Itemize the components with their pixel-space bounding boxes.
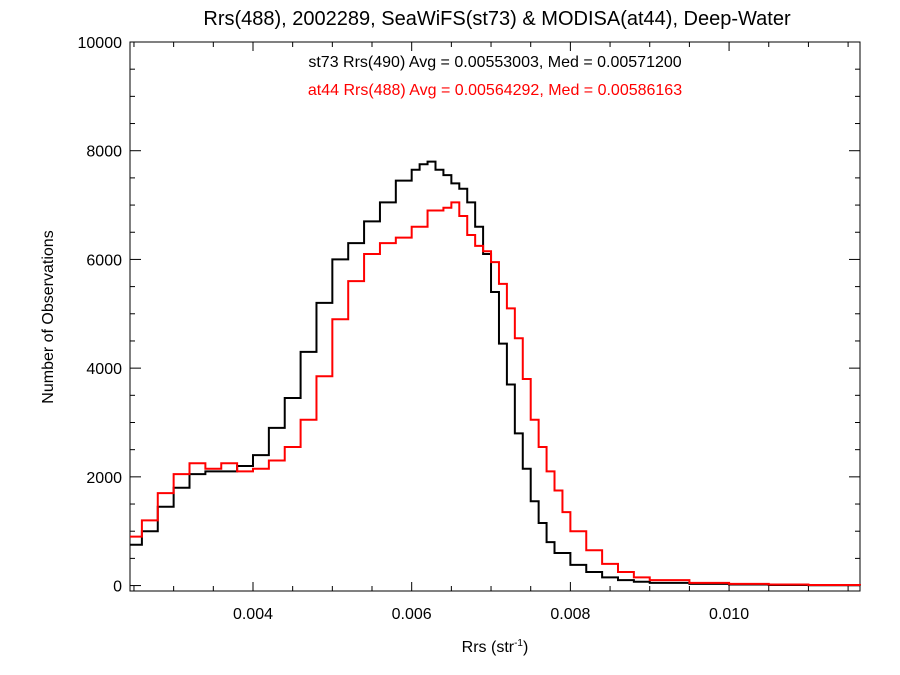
- y-tick-label: 8000: [86, 144, 122, 161]
- x-tick-label: 0.008: [550, 606, 590, 623]
- x-axis-label: Rrs (str-1): [462, 638, 529, 656]
- legend-annotation-2: at44 Rrs(488) Avg = 0.00564292, Med = 0.…: [308, 82, 682, 99]
- y-tick-label: 2000: [86, 470, 122, 487]
- x-tick-label: 0.004: [233, 606, 273, 623]
- y-tick-label: 6000: [86, 252, 122, 269]
- chart-title: Rrs(488), 2002289, SeaWiFS(st73) & MODIS…: [203, 8, 791, 30]
- x-tick-label: 0.006: [392, 606, 432, 623]
- y-tick-label: 4000: [86, 361, 122, 378]
- legend-annotation-1: st73 Rrs(490) Avg = 0.00553003, Med = 0.…: [308, 54, 681, 71]
- y-tick-label: 10000: [78, 35, 123, 52]
- y-tick-label: 0: [113, 579, 122, 596]
- plot-frame: [129, 41, 861, 592]
- x-tick-label: 0.010: [709, 606, 749, 623]
- series-at44-histogram: [130, 201, 861, 587]
- y-axis-label: Number of Observations: [40, 230, 57, 403]
- series-st73-histogram: [130, 160, 861, 587]
